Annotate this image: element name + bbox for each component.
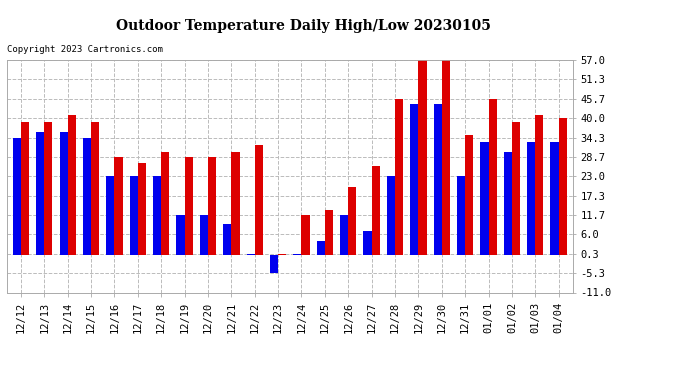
Bar xyxy=(480,142,489,255)
Bar xyxy=(177,215,185,255)
Bar xyxy=(44,122,52,255)
Bar xyxy=(387,176,395,255)
Bar xyxy=(325,210,333,255)
Bar xyxy=(433,105,442,255)
Bar xyxy=(130,176,138,255)
Bar xyxy=(317,241,325,255)
Bar xyxy=(21,122,29,255)
Bar xyxy=(231,152,239,255)
Bar xyxy=(208,157,216,255)
Bar xyxy=(106,176,115,255)
Bar xyxy=(161,152,169,255)
Bar xyxy=(115,157,123,255)
Bar xyxy=(442,60,450,255)
Bar xyxy=(348,186,357,255)
Bar xyxy=(411,105,418,255)
Bar xyxy=(551,142,559,255)
Bar xyxy=(465,135,473,255)
Bar xyxy=(223,224,231,255)
Bar xyxy=(504,152,512,255)
Bar xyxy=(457,176,465,255)
Bar xyxy=(255,146,263,255)
Bar xyxy=(293,254,302,255)
Bar xyxy=(153,176,161,255)
Bar xyxy=(91,122,99,255)
Bar xyxy=(278,254,286,255)
Bar xyxy=(489,99,497,255)
Bar xyxy=(559,118,567,255)
Bar xyxy=(372,166,380,255)
Bar xyxy=(418,60,426,255)
Bar xyxy=(246,254,255,255)
Bar xyxy=(340,215,348,255)
Bar xyxy=(59,132,68,255)
Bar xyxy=(527,142,535,255)
Text: Copyright 2023 Cartronics.com: Copyright 2023 Cartronics.com xyxy=(7,45,163,54)
Bar xyxy=(200,215,208,255)
Bar xyxy=(535,115,544,255)
Bar xyxy=(364,231,372,255)
Text: Outdoor Temperature Daily High/Low 20230105: Outdoor Temperature Daily High/Low 20230… xyxy=(116,19,491,33)
Bar xyxy=(395,99,403,255)
Bar xyxy=(302,215,310,255)
Bar xyxy=(12,138,21,255)
Bar xyxy=(68,115,76,255)
Bar xyxy=(83,138,91,255)
Bar xyxy=(512,122,520,255)
Bar xyxy=(138,163,146,255)
Bar xyxy=(185,157,193,255)
Bar xyxy=(270,255,278,273)
Bar xyxy=(36,132,44,255)
